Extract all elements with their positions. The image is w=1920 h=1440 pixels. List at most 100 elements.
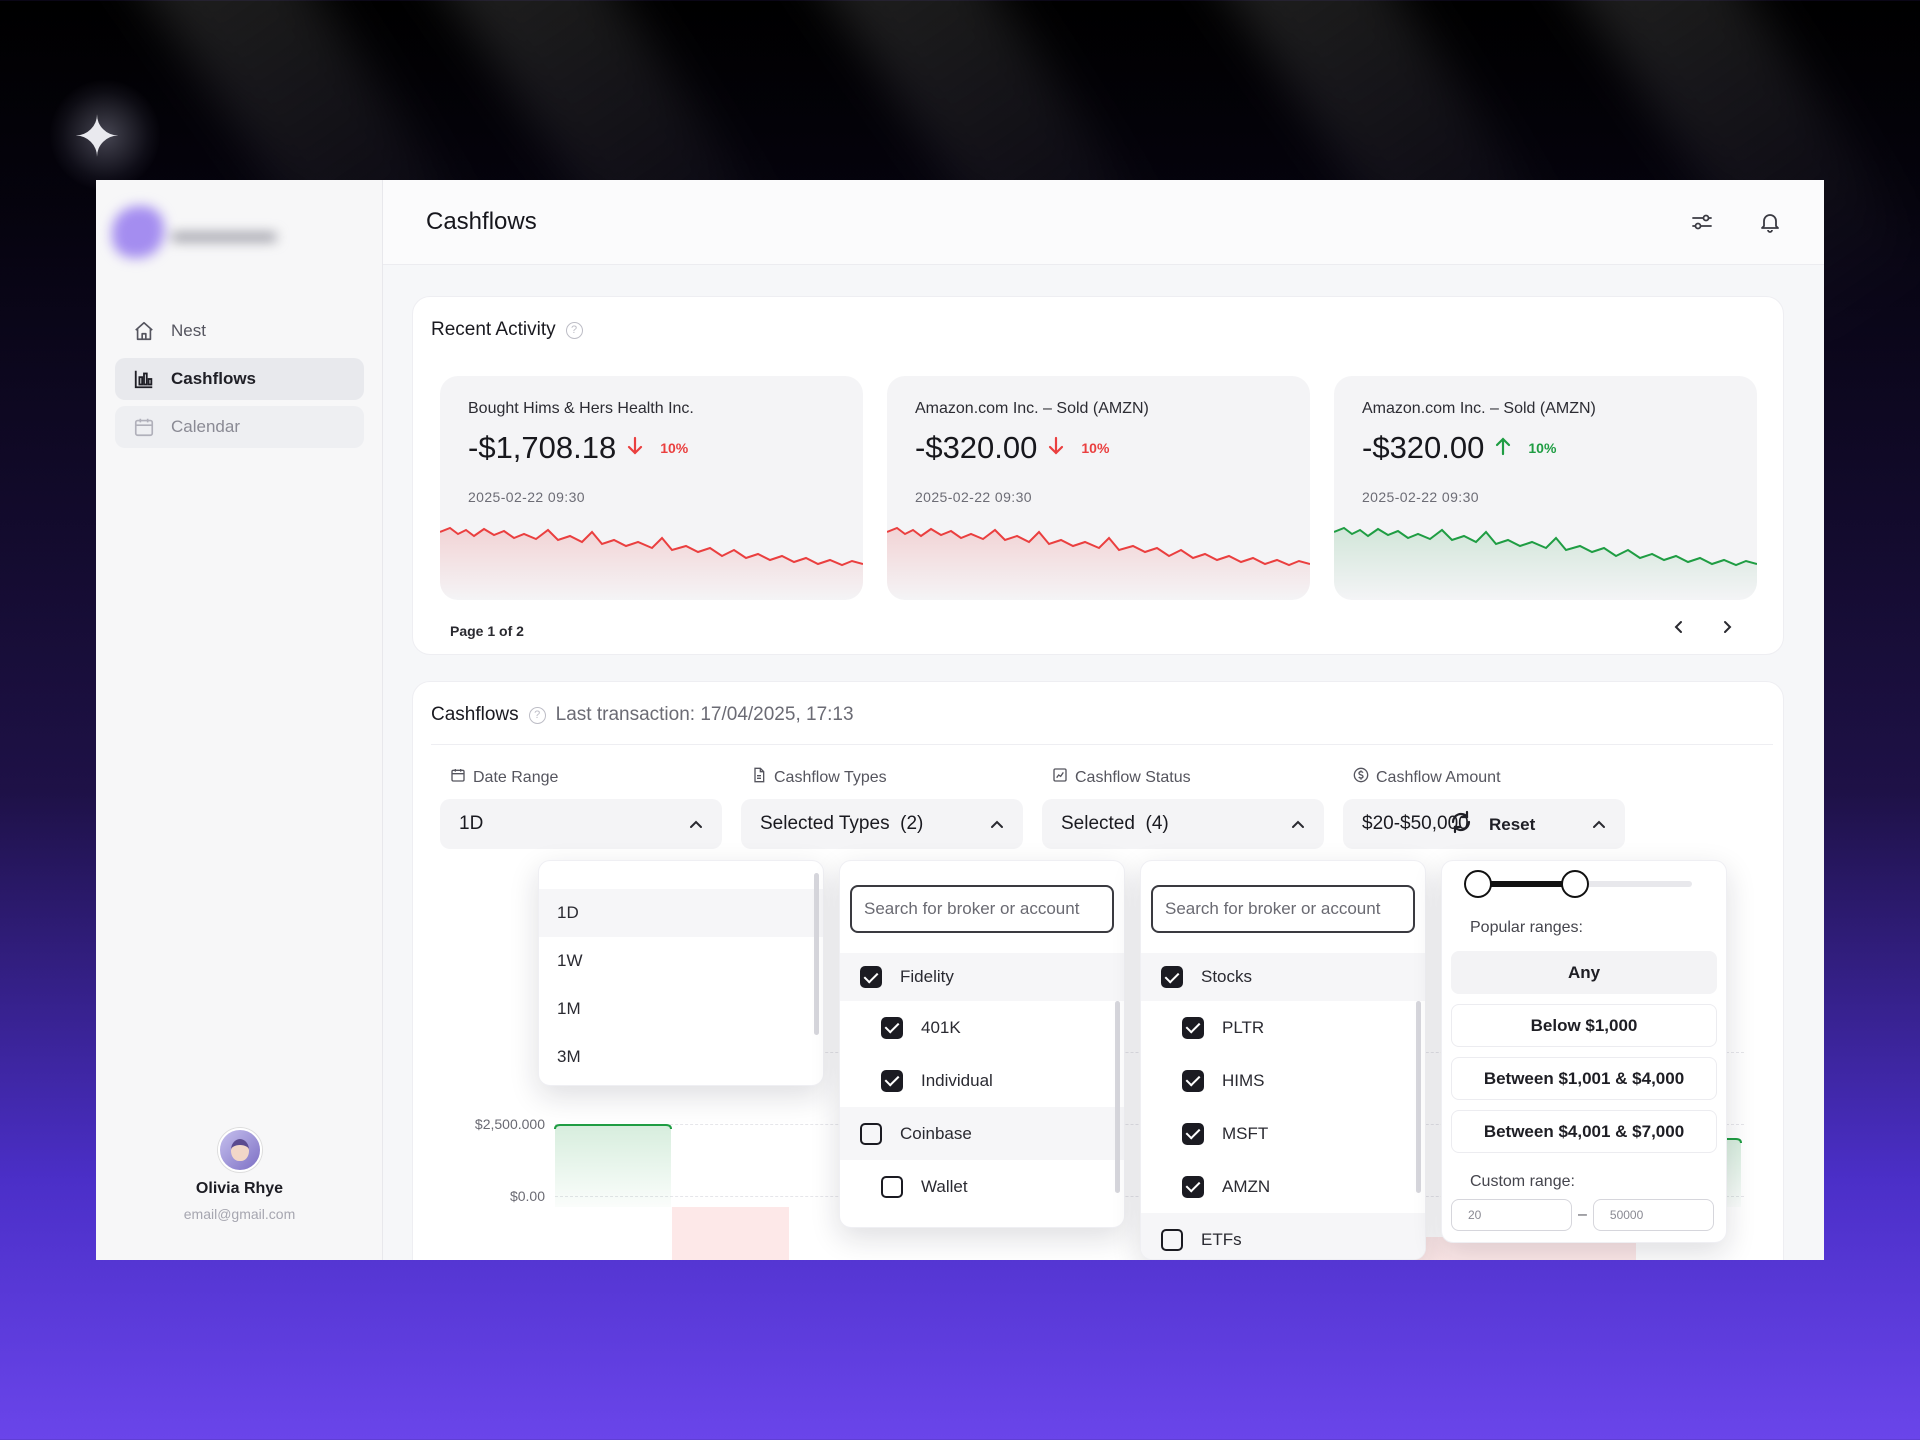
type-option-individual[interactable]: Individual — [840, 1054, 1124, 1107]
range-option-any[interactable]: Any — [1451, 951, 1717, 994]
select-value: 1D — [459, 813, 484, 834]
custom-max-input[interactable]: 50000 — [1592, 1199, 1714, 1231]
activity-tile[interactable]: Amazon.com Inc. – Sold (AMZN) -$320.00 1… — [1334, 376, 1757, 600]
top-bar: Cashflows — [383, 180, 1824, 265]
date-option-3m[interactable]: 3M — [539, 1033, 823, 1081]
chevron-up-icon — [990, 813, 1004, 835]
status-option-etfs[interactable]: ETFs — [1141, 1213, 1425, 1259]
type-option-wallet[interactable]: Wallet — [840, 1160, 1124, 1213]
date-range-dropdown: 1D 1W 1M 3M — [538, 860, 824, 1086]
checkbox[interactable] — [881, 1016, 903, 1039]
checkbox[interactable] — [1161, 1228, 1183, 1251]
bell-icon[interactable] — [1756, 208, 1784, 236]
type-option-fidelity[interactable]: Fidelity — [840, 953, 1124, 1001]
tile-change: 10% — [1081, 440, 1110, 456]
option-label: 401K — [921, 1017, 961, 1037]
range-option-below-1000[interactable]: Below $1,000 — [1451, 1004, 1717, 1047]
status-option-msft[interactable]: MSFT — [1141, 1107, 1425, 1160]
sidebar-item-label: Calendar — [171, 417, 240, 436]
sliders-icon[interactable] — [1688, 208, 1716, 236]
option-label: Individual — [921, 1070, 993, 1090]
date-range-label: Date Range — [450, 767, 558, 788]
date-range-select[interactable]: 1D — [440, 799, 722, 849]
tile-amount: -$1,708.18 — [468, 430, 617, 465]
chart-bar — [672, 1207, 789, 1260]
checkbox[interactable] — [1182, 1069, 1204, 1092]
chevron-right-icon[interactable] — [1716, 616, 1738, 638]
date-option-1w[interactable]: 1W — [539, 937, 823, 985]
option-label: Coinbase — [900, 1123, 972, 1143]
status-search-input[interactable]: Search for broker or account — [1151, 885, 1415, 933]
sidebar-item-label: Nest — [171, 321, 206, 340]
custom-min-input[interactable]: 20 — [1451, 1199, 1572, 1231]
sidebar-item-cashflows[interactable]: Cashflows — [115, 358, 364, 400]
option-label: Stocks — [1201, 967, 1253, 986]
cashflow-status-select[interactable]: Selected (4) — [1042, 799, 1324, 849]
status-option-hims[interactable]: HIMS — [1141, 1054, 1425, 1107]
tile-amount: -$320.00 — [1362, 430, 1485, 465]
cashflow-types-select[interactable]: Selected Types (2) — [741, 799, 1023, 849]
sidebar: ▬▬▬▬ Nest Cashflows Calendar — [96, 180, 383, 1260]
select-value: $20-$50,000 — [1362, 813, 1469, 834]
refresh-icon — [1449, 810, 1473, 839]
sidebar-item-nest[interactable]: Nest — [115, 310, 364, 352]
scrollbar[interactable] — [1115, 1001, 1120, 1193]
filter-label-text: Cashflow Types — [774, 768, 887, 786]
chart-bar-top — [554, 1124, 672, 1130]
help-icon[interactable]: ? — [528, 706, 546, 724]
scrollbar[interactable] — [814, 873, 819, 1035]
status-option-amzn[interactable]: AMZN — [1141, 1160, 1425, 1213]
custom-range-inputs: 20 – 50000 — [1451, 1199, 1717, 1231]
checkbox[interactable] — [860, 1122, 882, 1145]
checkbox[interactable] — [881, 1175, 903, 1198]
range-option-4001-7000[interactable]: Between $4,001 & $7,000 — [1451, 1110, 1717, 1153]
reset-button[interactable]: Reset — [1449, 810, 1535, 839]
arrow-down-icon — [626, 436, 644, 461]
checkbox[interactable] — [1182, 1175, 1204, 1198]
pager-text: Page 1 of 2 — [450, 623, 524, 639]
user-profile[interactable]: Olivia Rhye email@gmail.com — [96, 1128, 383, 1222]
type-option-coinbase[interactable]: Coinbase — [840, 1107, 1124, 1160]
page-title: Cashflows — [426, 208, 537, 235]
slider-min-handle[interactable] — [1464, 870, 1492, 898]
option-label: Fidelity — [900, 967, 954, 986]
checkbox[interactable] — [881, 1069, 903, 1092]
section-title: Recent Activity — [431, 319, 556, 340]
checkbox[interactable] — [1182, 1122, 1204, 1145]
slider-max-handle[interactable] — [1561, 870, 1590, 898]
dollar-circle-icon — [1353, 767, 1369, 788]
sidebar-item-calendar[interactable]: Calendar — [115, 406, 364, 448]
cashflow-amount-dropdown: Popular ranges: Any Below $1,000 Between… — [1441, 860, 1727, 1243]
chevron-up-icon — [1291, 813, 1305, 835]
cashflow-types-label: Cashflow Types — [751, 767, 887, 788]
option-label: PLTR — [1222, 1017, 1265, 1037]
cashflow-amount-select[interactable]: $20-$50,000 — [1343, 799, 1625, 849]
activity-tile[interactable]: Bought Hims & Hers Health Inc. -$1,708.1… — [440, 376, 863, 600]
logo-mark — [112, 206, 164, 258]
reset-label: Reset — [1489, 814, 1536, 834]
tile-date: 2025-02-22 09:30 — [915, 489, 1032, 505]
checkbox[interactable] — [1161, 966, 1183, 988]
pager-nav — [1668, 616, 1738, 638]
status-option-stocks[interactable]: Stocks — [1141, 953, 1425, 1001]
date-option-1d[interactable]: 1D — [539, 889, 823, 937]
range-separator: – — [1578, 1206, 1587, 1223]
activity-tile[interactable]: Amazon.com Inc. – Sold (AMZN) -$320.00 1… — [887, 376, 1310, 600]
range-option-1001-4000[interactable]: Between $1,001 & $4,000 — [1451, 1057, 1717, 1100]
checkbox[interactable] — [1182, 1016, 1204, 1039]
checkbox[interactable] — [860, 966, 882, 988]
type-option-401k[interactable]: 401K — [840, 1001, 1124, 1054]
option-label: Between $1,001 & $4,000 — [1483, 1068, 1685, 1088]
status-option-pltr[interactable]: PLTR — [1141, 1001, 1425, 1054]
help-icon[interactable]: ? — [565, 321, 583, 339]
option-label: ETFs — [1201, 1229, 1242, 1249]
scrollbar[interactable] — [1416, 1001, 1421, 1193]
types-search-input[interactable]: Search for broker or account — [850, 885, 1114, 933]
date-option-1m[interactable]: 1M — [539, 985, 823, 1033]
option-label: Between $4,001 & $7,000 — [1483, 1121, 1685, 1141]
y-tick-label: $2,500.000 — [474, 1116, 545, 1132]
amount-slider[interactable] — [1442, 861, 1726, 903]
option-label: 1W — [557, 951, 583, 970]
chevron-left-icon[interactable] — [1668, 616, 1690, 638]
last-transaction: Last transaction: 17/04/2025, 17:13 — [555, 704, 854, 725]
